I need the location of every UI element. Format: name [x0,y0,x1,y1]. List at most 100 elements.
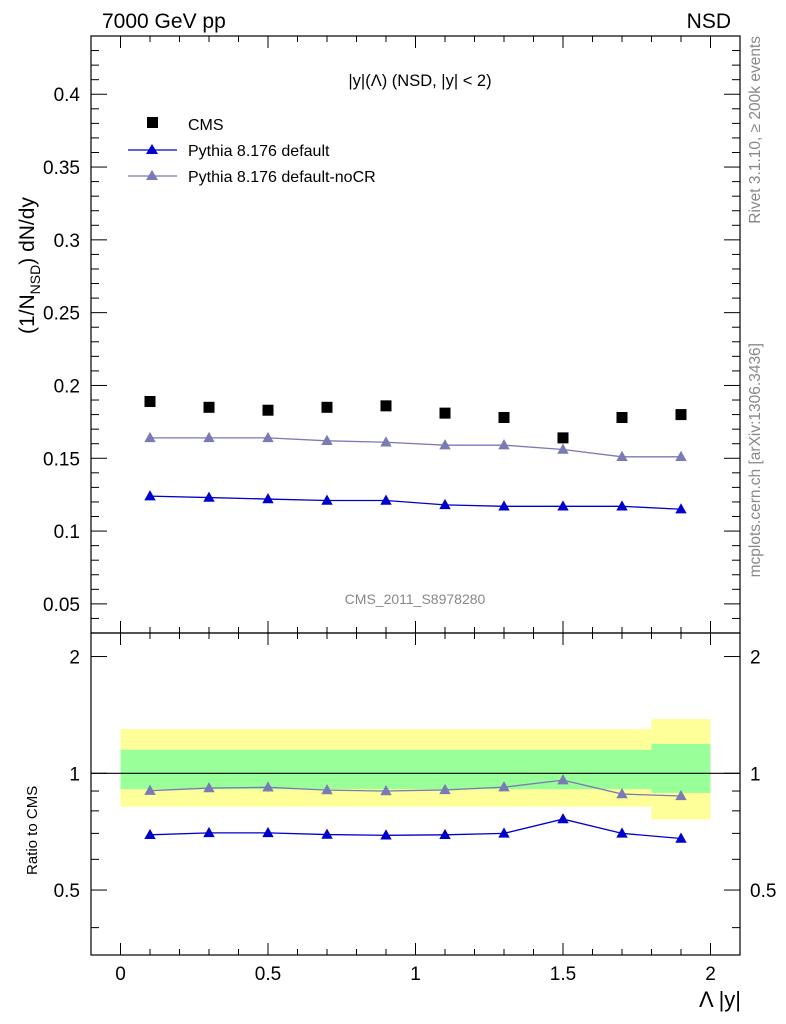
ratio-series-1-point [675,789,687,801]
inner-uncertainty-band [120,749,652,790]
series-1-point [321,494,333,505]
series-2-point [144,431,156,443]
ratio-series-0-point [321,828,333,839]
legend-default-label: Pythia 8.176 default [188,143,330,160]
series-1-point [380,494,392,505]
ratio-series-0-point [675,832,687,843]
ratio-series-1-point [203,782,215,793]
cms-data-point [498,411,510,423]
legend-nocr-label: Pythia 8.176 default-noCR [188,169,376,186]
main-y-tick-label: 0.25 [43,304,80,325]
cms-data-point [557,432,569,444]
ratio-series-0-point [262,826,274,838]
cms-data-point [616,411,628,423]
ratio-series-0-point [439,828,451,840]
legend-default-marker [146,144,158,154]
legend-nocr-marker [146,170,158,180]
series-1-point [203,491,215,502]
main-y-tick-label: 0.4 [54,85,81,106]
legend-cms-marker [147,117,158,128]
ratio-series-line-1 [149,779,682,797]
ratio-ylabel: Ratio to CMS [24,786,41,875]
series-2-point [439,439,451,450]
x-tick-label: 1 [410,964,421,985]
series-1-point [439,498,451,510]
cms-data-point [380,400,392,412]
ratio-uncertainty-bands [91,719,740,820]
x-tick-label: 1.5 [550,964,576,985]
ratio-frame [90,632,741,956]
cms-data-point [262,404,274,416]
ratio-data-marks [144,774,687,843]
series-2-point [616,450,628,462]
cms-data-point [439,407,451,419]
main-y-tick-label: 0.1 [54,522,80,543]
ratio-series-1-point [321,784,333,795]
legend-cms-label: CMS [188,117,224,134]
series-1-point [498,500,510,511]
ratio-y-tick-label-right: 2 [750,648,761,669]
main-ylabel: (1/NNSD) dN/dy [16,197,43,334]
ratio-series-0-point [203,826,215,838]
ratio-series-0-point [144,828,156,840]
series-2-point [262,431,274,443]
series-2-point [675,450,687,462]
cms-data-point [203,401,215,413]
ratio-series-1-point [498,781,510,792]
cms-data-point [675,409,687,421]
x-axis-label: Λ |y| [699,987,741,1012]
x-tick-label: 0.5 [255,964,281,985]
main-y-tick-label: 0.35 [43,158,80,179]
ratio-series-0-point [380,829,392,840]
ratio-series-1-point [144,784,156,795]
series-2-point [498,439,510,450]
ratio-y-tick-label-right: 0.5 [750,881,776,902]
series-1-point [675,503,687,514]
series-1-point [144,490,156,501]
legend: CMS Pythia 8.176 default Pythia 8.176 de… [128,117,376,186]
series-2-point [557,443,569,454]
main-y-tick-label: 0.3 [54,231,80,252]
ratio-y-tick-label: 0.5 [54,881,80,902]
ratio-y-tick-label: 2 [69,648,80,669]
header-beam-label: 7000 GeV pp [102,10,226,33]
ratio-series-0-point [557,813,569,824]
header-process-label: NSD [687,10,731,33]
series-line-1 [149,495,682,510]
ratio-series-1-point [380,785,392,796]
ratio-y-tick-label-right: 1 [750,764,761,785]
x-tick-label: 2 [705,964,716,985]
series-2-point [321,434,333,445]
ratio-series-1-point [439,783,451,795]
ratio-series-0-point [616,827,628,838]
ratio-series-1-point [616,788,628,799]
ratio-series-line-0 [149,818,682,840]
main-data-marks [144,395,687,514]
main-y-tick-label: 0.15 [43,449,80,470]
ratio-axis-ticks: 0 0.5 1 1.5 2 0.5 0.5 1 1 2 2 [54,633,776,985]
series-2-point [380,436,392,447]
series-1-point [557,500,569,511]
series-1-point [262,493,274,504]
main-y-tick-label: 0.2 [54,376,80,397]
plot-title: |y|(Λ) (NSD, |y| < 2) [348,72,491,90]
cms-data-point [144,395,156,407]
rivet-version-label: Rivet 3.1.10, ≥ 200k events [747,36,764,224]
inner-uncertainty-band [651,743,711,793]
series-2-point [203,431,215,443]
ratio-y-tick-label: 1 [69,764,80,785]
main-y-tick-label: 0.05 [43,595,80,616]
ratio-panel: 0 0.5 1 1.5 2 0.5 0.5 1 1 2 2 Ratio to CMS Λ |y| [24,632,776,1012]
ratio-series-1-point [557,774,569,785]
main-panel: 0.05 0.1 0.15 0.2 0.25 0.3 0.35 0.4 |y|(Λ) (NSD… [16,35,741,634]
mcplots-reference-label: mcplots.cern.ch [arXiv:1306.3436] [747,343,764,577]
x-tick-label: 0 [115,964,126,985]
main-axis-ticks: 0.05 0.1 0.15 0.2 0.25 0.3 0.35 0.4 [43,35,741,634]
cms-data-point [321,401,333,413]
series-1-point [616,500,628,511]
ratio-series-1-point [262,781,274,792]
series-line-2 [150,437,681,458]
analysis-watermark: CMS_2011_S8978280 [345,591,486,607]
ratio-series-0-point [498,827,510,838]
